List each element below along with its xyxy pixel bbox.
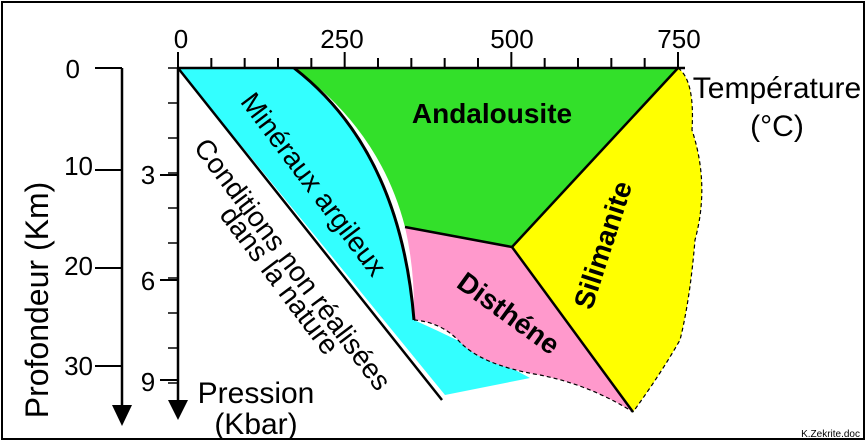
depth-axis-arrow [112,405,132,426]
temperature-axis-ticks [177,52,679,68]
temp-tick-label: 250 [320,24,363,54]
pressure-axis-minor-ticks [168,67,178,384]
dashed-limit-line-right [632,67,703,413]
silimanite-zone [512,68,702,412]
temperature-axis-label: Température [693,72,861,105]
andalousite-label: Andalousite [412,98,572,129]
boundary-impossible-conditions [177,67,443,401]
pressure-axis-label: Pression [198,377,315,410]
temp-tick-label: 750 [657,24,700,54]
boundary-disthene-silimanite [510,246,635,413]
depth-tick-label: 30 [64,351,93,381]
temp-tick-label: 500 [490,24,533,54]
credit-text: K.Zekrite.doc [801,429,860,440]
mineraux-argileux-zone [178,68,530,395]
dashed-limit-line [413,319,634,413]
boundary-andalousite-disthene [404,225,513,249]
disthene-zone [405,227,633,412]
pressure-unit-label: (Kbar) [214,408,297,441]
temperature-unit-label: (°C) [750,110,804,143]
pressure-tick-label: 3 [141,160,155,190]
depth-axis-label: Profondeur (Km) [19,182,55,419]
depth-tick-label: 0 [66,54,80,84]
temp-tick-label: 0 [174,24,188,54]
andalousite-zone [294,68,678,247]
depth-tick-label: 10 [64,151,93,181]
boundary-argile-andalousite [293,66,416,321]
boundary-andalousite-silimanite [511,67,679,248]
pressure-tick-label: 9 [141,367,155,397]
pressure-tick-label: 6 [141,266,155,296]
pressure-axis-arrow [168,400,188,420]
depth-tick-label: 20 [64,251,93,281]
